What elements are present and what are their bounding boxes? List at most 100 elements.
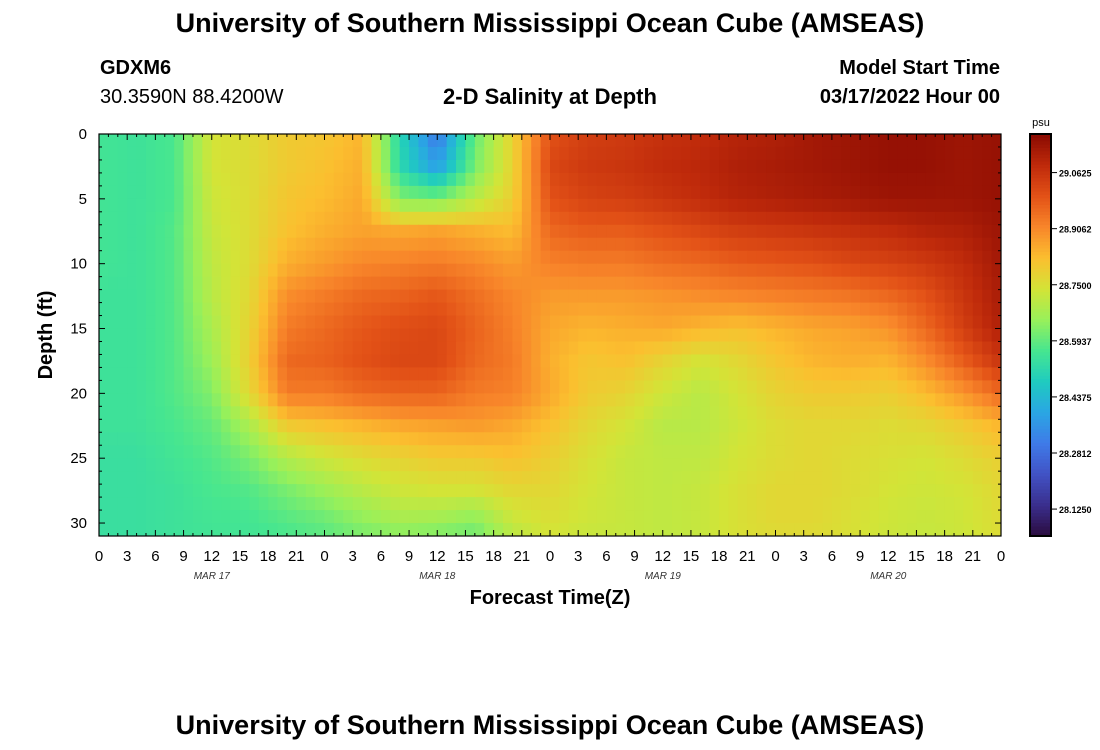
heatmap-cell bbox=[399, 510, 410, 524]
heatmap-cell bbox=[681, 237, 692, 252]
heatmap-cell bbox=[230, 146, 241, 161]
heatmap-cell bbox=[606, 484, 617, 498]
heatmap-cell bbox=[202, 419, 213, 433]
heatmap-cell bbox=[766, 172, 777, 187]
colorbar-segment bbox=[1030, 445, 1051, 450]
heatmap-cell bbox=[916, 458, 927, 472]
heatmap-cell bbox=[944, 458, 955, 472]
colorbar-segment bbox=[1030, 525, 1051, 530]
heatmap-cell bbox=[925, 523, 936, 536]
heatmap-cell bbox=[117, 134, 128, 148]
heatmap-cell bbox=[512, 341, 523, 356]
heatmap-cell bbox=[333, 198, 344, 213]
heatmap-cell bbox=[202, 484, 213, 498]
heatmap-cell bbox=[343, 432, 354, 446]
heatmap-cell bbox=[352, 419, 363, 433]
heatmap-cell bbox=[766, 211, 777, 226]
heatmap-cell bbox=[700, 406, 711, 420]
colorbar-segment bbox=[1030, 284, 1051, 289]
heatmap-cell bbox=[183, 276, 194, 291]
heatmap-cell bbox=[643, 510, 654, 524]
heatmap-cell bbox=[145, 172, 156, 187]
heatmap-cell bbox=[456, 445, 467, 459]
heatmap-cell bbox=[155, 367, 166, 381]
heatmap-cell bbox=[409, 484, 420, 498]
heatmap-cell bbox=[155, 484, 166, 498]
heatmap-cell bbox=[127, 237, 138, 252]
heatmap-cell bbox=[277, 211, 288, 226]
heatmap-cell bbox=[503, 289, 514, 304]
heatmap-cell bbox=[728, 289, 739, 304]
heatmap-cell bbox=[427, 354, 438, 369]
heatmap-cell bbox=[108, 237, 119, 252]
heatmap-cell bbox=[672, 289, 683, 304]
heatmap-cell bbox=[662, 419, 673, 433]
heatmap-cell bbox=[944, 224, 955, 239]
heatmap-cell bbox=[550, 445, 560, 459]
heatmap-cell bbox=[136, 523, 147, 536]
heatmap-cell bbox=[550, 211, 560, 226]
heatmap-cell bbox=[897, 341, 908, 356]
heatmap-cell bbox=[672, 484, 683, 498]
heatmap-cell bbox=[784, 315, 795, 330]
heatmap-cell bbox=[249, 419, 260, 433]
heatmap-cell bbox=[99, 380, 109, 394]
heatmap-cell bbox=[230, 393, 241, 407]
heatmap-cell bbox=[822, 445, 833, 459]
heatmap-cell bbox=[362, 523, 373, 536]
heatmap-cell bbox=[474, 367, 485, 381]
heatmap-cell bbox=[813, 510, 824, 524]
heatmap-cell bbox=[822, 497, 833, 511]
heatmap-cell bbox=[512, 276, 523, 291]
heatmap-cell bbox=[850, 497, 861, 511]
heatmap-cell bbox=[108, 328, 119, 343]
heatmap-cell bbox=[380, 458, 391, 472]
heatmap-cell bbox=[99, 393, 109, 407]
heatmap-cell bbox=[390, 523, 401, 536]
heatmap-cell bbox=[211, 146, 222, 161]
heatmap-cell bbox=[709, 380, 720, 394]
heatmap-cell bbox=[474, 237, 485, 252]
heatmap-cell bbox=[972, 406, 983, 420]
heatmap-cell bbox=[756, 134, 767, 148]
heatmap-cell bbox=[315, 289, 326, 304]
heatmap-cell bbox=[155, 380, 166, 394]
heatmap-cell bbox=[145, 458, 156, 472]
heatmap-cell bbox=[493, 367, 504, 381]
heatmap-cell bbox=[662, 393, 673, 407]
heatmap-cell bbox=[211, 471, 222, 485]
heatmap-cell bbox=[324, 484, 335, 498]
heatmap-cell bbox=[230, 341, 241, 356]
heatmap-cell bbox=[399, 367, 410, 381]
heatmap-cell bbox=[277, 289, 288, 304]
heatmap-cell bbox=[399, 497, 410, 511]
heatmap-cell bbox=[493, 523, 504, 536]
heatmap-cell bbox=[117, 185, 128, 200]
heatmap-cell bbox=[596, 250, 607, 265]
heatmap-cell bbox=[747, 484, 758, 498]
heatmap-cell bbox=[286, 458, 297, 472]
heatmap-cell bbox=[784, 445, 795, 459]
heatmap-cell bbox=[550, 146, 560, 161]
heatmap-cell bbox=[474, 302, 485, 317]
heatmap-cell bbox=[578, 380, 589, 394]
heatmap-cell bbox=[869, 419, 880, 433]
heatmap-cell bbox=[427, 510, 438, 524]
heatmap-cell bbox=[907, 211, 918, 226]
heatmap-cell bbox=[587, 315, 598, 330]
heatmap-cell bbox=[343, 510, 354, 524]
heatmap-cell bbox=[343, 523, 354, 536]
heatmap-cell bbox=[117, 458, 128, 472]
colorbar-segment bbox=[1030, 187, 1051, 192]
heatmap-cell bbox=[183, 263, 194, 278]
heatmap-cell bbox=[174, 185, 185, 200]
heatmap-cell bbox=[268, 224, 279, 239]
heatmap-cell bbox=[615, 354, 626, 369]
heatmap-cell bbox=[390, 497, 401, 511]
heatmap-cell bbox=[803, 159, 814, 174]
heatmap-cell bbox=[456, 211, 467, 226]
heatmap-cell bbox=[531, 354, 542, 369]
heatmap-cell bbox=[286, 419, 297, 433]
heatmap-cell bbox=[850, 250, 861, 265]
heatmap-cell bbox=[850, 380, 861, 394]
